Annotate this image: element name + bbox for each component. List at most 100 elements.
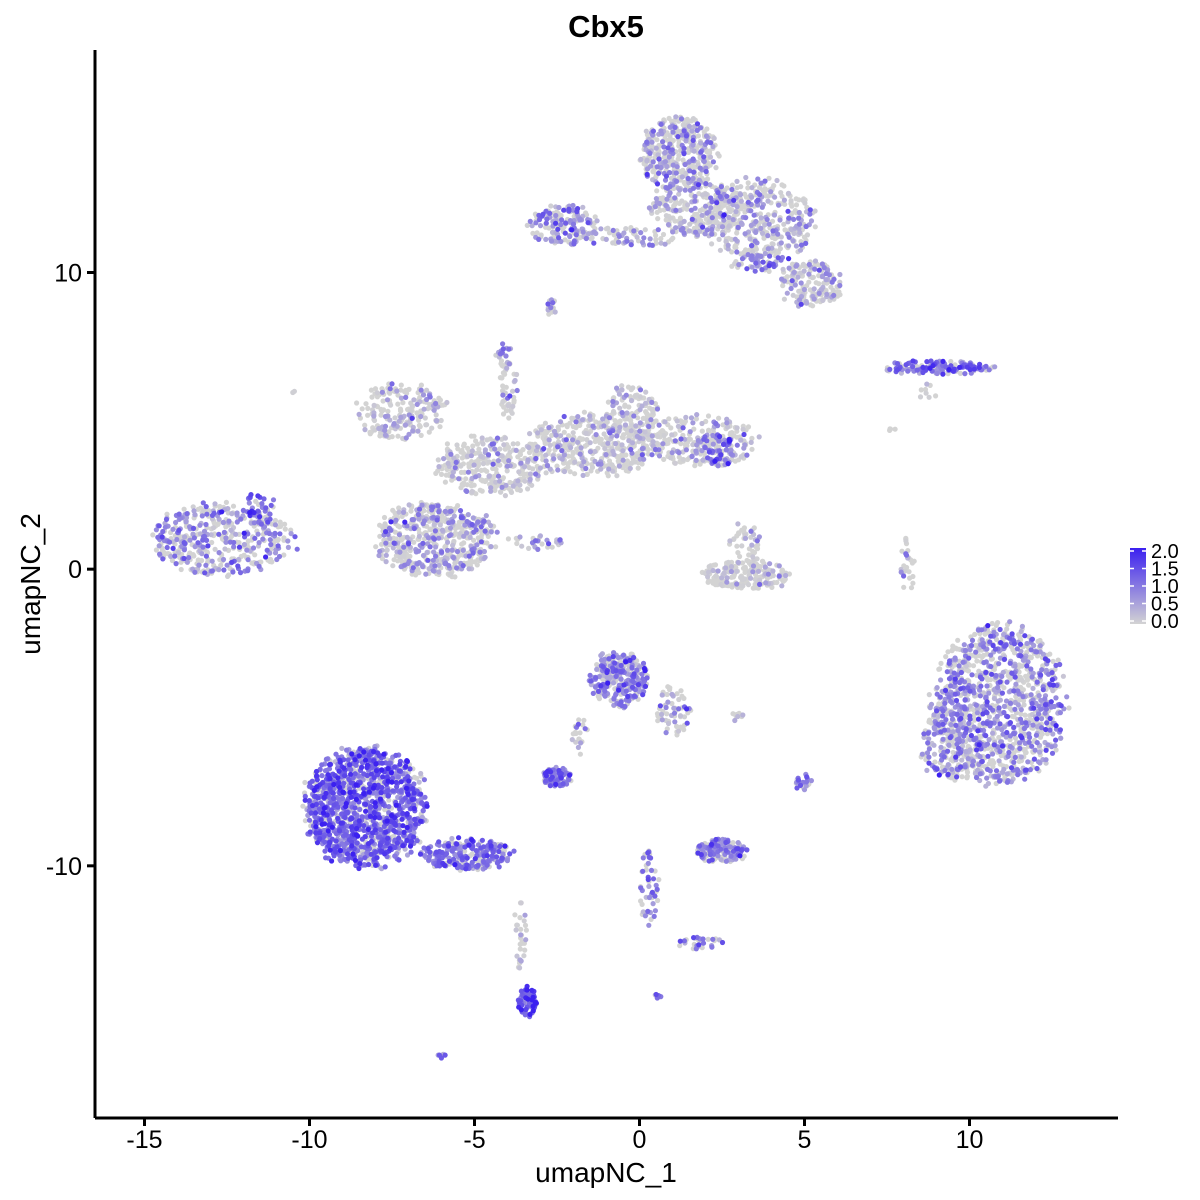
scatter-point xyxy=(627,394,634,400)
scatter-point xyxy=(650,439,656,445)
scatter-point xyxy=(622,422,629,428)
scatter-point xyxy=(187,550,193,556)
scatter-point xyxy=(465,511,471,518)
scatter-point xyxy=(746,552,752,558)
scatter-point xyxy=(395,401,401,407)
scatter-point xyxy=(705,413,712,419)
scatter-point xyxy=(517,915,523,921)
scatter-point xyxy=(374,390,380,396)
scatter-point xyxy=(690,142,696,148)
scatter-point xyxy=(757,211,764,217)
scatter-point xyxy=(667,215,674,221)
scatter-point xyxy=(390,563,396,569)
scatter-point xyxy=(917,394,924,400)
scatter-point xyxy=(488,488,494,494)
scatter-point xyxy=(737,192,744,198)
scatter-point xyxy=(416,516,422,522)
scatter-point xyxy=(414,410,420,416)
scatter-point xyxy=(611,451,617,458)
scatter-point xyxy=(709,241,715,247)
scatter-point xyxy=(493,544,499,550)
scatter-point xyxy=(526,465,532,471)
scatter-point xyxy=(664,691,670,698)
scatter-point xyxy=(732,243,738,249)
scatter-point xyxy=(451,538,457,544)
scatter-point xyxy=(302,779,308,786)
scatter-point xyxy=(695,133,702,139)
scatter-point xyxy=(458,463,464,469)
scatter-point xyxy=(701,129,707,135)
scatter-point xyxy=(986,761,992,767)
scatter-point xyxy=(449,477,455,483)
scatter-point xyxy=(824,291,830,297)
scatter-point xyxy=(804,300,810,306)
scatter-point xyxy=(621,230,627,236)
scatter-point xyxy=(711,135,717,141)
scatter-point xyxy=(469,851,475,857)
scatter-point xyxy=(535,444,541,450)
scatter-point xyxy=(715,151,721,157)
scatter-point xyxy=(740,426,746,432)
scatter-point xyxy=(605,225,611,231)
scatter-point xyxy=(741,576,748,582)
scatter-point xyxy=(749,194,755,200)
scatter-point xyxy=(362,427,368,433)
scatter-point xyxy=(747,236,753,242)
scatter-point xyxy=(640,909,646,915)
scatter-point xyxy=(672,460,678,466)
scatter-point xyxy=(690,116,697,122)
scatter-point xyxy=(830,287,836,293)
scatter-point xyxy=(493,479,499,485)
scatter-point xyxy=(960,743,966,749)
scatter-point xyxy=(389,434,395,440)
scatter-point xyxy=(162,551,168,557)
scatter-point xyxy=(727,538,733,544)
scatter-point xyxy=(482,467,488,473)
scatter-point xyxy=(780,266,786,272)
scatter-point xyxy=(450,469,456,475)
scatter-point xyxy=(517,965,523,971)
scatter-point xyxy=(724,575,730,581)
scatter-point xyxy=(612,418,618,424)
scatter-point xyxy=(678,688,684,694)
scatter-point xyxy=(974,658,980,664)
scatter-point xyxy=(1004,771,1010,777)
scatter-point xyxy=(1015,702,1021,708)
scatter-point xyxy=(975,767,981,773)
scatter-point xyxy=(784,290,790,296)
scatter-point xyxy=(1026,682,1032,688)
scatter-point xyxy=(705,569,712,575)
scatter-point xyxy=(474,441,481,447)
scatter-point xyxy=(820,297,826,303)
scatter-point xyxy=(950,729,956,735)
scatter-point xyxy=(404,534,410,541)
scatter-point xyxy=(436,569,442,575)
scatter-point xyxy=(452,574,458,580)
scatter-point xyxy=(674,691,680,697)
scatter-point xyxy=(734,204,740,210)
scatter-point xyxy=(655,718,661,724)
scatter-point xyxy=(989,620,995,627)
scatter-point xyxy=(192,511,198,518)
scatter-point xyxy=(380,398,386,404)
scatter-point xyxy=(394,388,400,394)
scatter-point xyxy=(523,927,530,933)
scatter-point xyxy=(537,465,544,471)
scatter-point xyxy=(686,228,693,234)
scatter-point xyxy=(614,228,620,234)
scatter-point xyxy=(190,504,196,510)
scatter-point xyxy=(513,927,519,933)
scatter-point xyxy=(1044,731,1050,737)
scatter-point xyxy=(558,433,564,439)
scatter-point xyxy=(605,440,611,446)
scatter-point xyxy=(687,221,693,227)
scatter-point xyxy=(406,502,412,508)
scatter-point xyxy=(668,455,674,461)
scatter-point xyxy=(376,425,382,432)
scatter-point xyxy=(901,563,907,569)
scatter-point xyxy=(448,571,454,577)
scatter-point xyxy=(514,922,521,928)
scatter-point xyxy=(738,454,744,460)
scatter-point xyxy=(678,441,684,447)
scatter-point xyxy=(703,191,709,197)
